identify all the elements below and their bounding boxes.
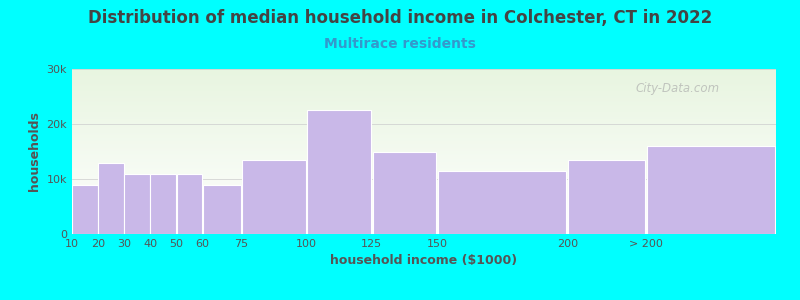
Bar [307,110,371,234]
Bar [438,171,566,234]
X-axis label: household income ($1000): household income ($1000) [330,254,518,267]
Bar [373,152,436,234]
Bar [242,160,306,234]
Bar [202,184,241,234]
Bar [177,173,202,234]
Text: Multirace residents: Multirace residents [324,38,476,52]
Bar [72,184,98,234]
Bar [125,173,150,234]
Bar [150,173,176,234]
Bar [568,160,645,234]
Bar [647,146,774,234]
Text: Distribution of median household income in Colchester, CT in 2022: Distribution of median household income … [88,9,712,27]
Y-axis label: households: households [28,112,41,191]
Bar [98,163,124,234]
Text: City-Data.com: City-Data.com [635,82,719,95]
